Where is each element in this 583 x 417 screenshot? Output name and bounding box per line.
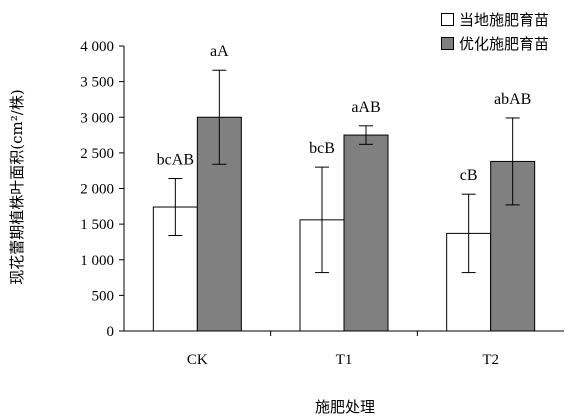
y-tick-label: 1 000 xyxy=(80,253,114,269)
plot-area: 0 500 1 000 1 500 2 000 2 500 3 000 3 500 4 000 C… xyxy=(80,39,564,368)
significance-label: aA xyxy=(210,43,229,60)
significance-label: cB xyxy=(460,167,478,184)
legend-swatch-optimized xyxy=(441,36,454,50)
y-tick-label: 500 xyxy=(92,288,115,304)
legend-swatch-local xyxy=(441,12,454,26)
y-tick-label: 4 000 xyxy=(80,39,114,55)
legend-label-optimized: 优化施肥育苗 xyxy=(459,34,550,53)
y-tick-label: 0 xyxy=(107,324,115,340)
x-axis-title: 施肥处理 xyxy=(315,398,375,416)
legend-label-local: 当地施肥育苗 xyxy=(459,10,550,29)
legend-item-optimized: 优化施肥育苗 xyxy=(441,31,549,55)
x-tick-label: T1 xyxy=(336,352,353,368)
significance-label: bcB xyxy=(309,140,335,157)
significance-label: abAB xyxy=(494,91,531,108)
y-tick-label: 2 000 xyxy=(80,182,114,198)
y-axis-title: 现花蕾期植株叶面积(cm²/株) xyxy=(8,89,26,284)
legend-item-local: 当地施肥育苗 xyxy=(441,7,549,31)
y-tick-label: 1 500 xyxy=(80,217,114,233)
x-tick-label: T2 xyxy=(482,352,499,368)
y-tick-label: 3 500 xyxy=(80,75,114,91)
y-tick-label: 3 000 xyxy=(80,110,114,126)
significance-label: aAB xyxy=(351,99,380,116)
legend: 当地施肥育苗 优化施肥育苗 xyxy=(441,7,549,55)
bar xyxy=(343,134,389,332)
significance-label: bcAB xyxy=(157,152,194,169)
y-tick-label: 2 500 xyxy=(80,146,114,162)
x-tick-label: CK xyxy=(187,352,208,368)
